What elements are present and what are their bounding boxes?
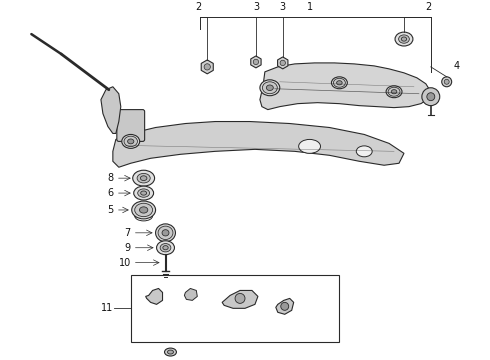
Ellipse shape — [124, 136, 137, 147]
Circle shape — [281, 302, 289, 310]
Ellipse shape — [401, 37, 407, 41]
Ellipse shape — [398, 35, 409, 43]
Ellipse shape — [134, 186, 153, 200]
Text: 2: 2 — [426, 2, 432, 12]
Ellipse shape — [157, 241, 174, 255]
Ellipse shape — [299, 139, 320, 153]
Ellipse shape — [337, 81, 342, 85]
Ellipse shape — [141, 191, 147, 195]
Polygon shape — [101, 87, 121, 134]
Polygon shape — [146, 288, 163, 304]
Ellipse shape — [163, 246, 168, 250]
Ellipse shape — [262, 82, 277, 94]
Polygon shape — [276, 298, 294, 314]
Text: 8: 8 — [108, 173, 114, 183]
Ellipse shape — [140, 176, 147, 181]
Text: 11: 11 — [100, 303, 113, 313]
Circle shape — [204, 64, 210, 70]
Ellipse shape — [165, 348, 176, 356]
Polygon shape — [201, 60, 213, 74]
Polygon shape — [260, 63, 431, 109]
Polygon shape — [251, 56, 261, 68]
Ellipse shape — [267, 85, 273, 90]
Ellipse shape — [132, 201, 156, 219]
Circle shape — [280, 60, 286, 66]
Ellipse shape — [331, 77, 347, 89]
Circle shape — [442, 77, 452, 87]
Ellipse shape — [135, 203, 152, 217]
Text: 1: 1 — [307, 2, 313, 12]
Ellipse shape — [162, 230, 169, 236]
Text: 10: 10 — [119, 258, 131, 267]
Text: 4: 4 — [454, 61, 460, 71]
Ellipse shape — [168, 350, 173, 354]
Ellipse shape — [138, 189, 149, 197]
Circle shape — [444, 79, 449, 84]
Ellipse shape — [333, 78, 345, 87]
Text: 5: 5 — [108, 205, 114, 215]
Polygon shape — [113, 122, 404, 167]
Text: 2: 2 — [195, 2, 201, 12]
Ellipse shape — [388, 87, 400, 96]
Ellipse shape — [391, 90, 397, 94]
Text: 3: 3 — [280, 2, 286, 12]
Ellipse shape — [158, 226, 173, 239]
Circle shape — [422, 88, 440, 105]
Ellipse shape — [395, 32, 413, 46]
FancyBboxPatch shape — [117, 109, 145, 141]
Text: 3: 3 — [253, 2, 259, 12]
Ellipse shape — [356, 146, 372, 157]
Ellipse shape — [137, 174, 150, 183]
Circle shape — [427, 93, 435, 101]
Bar — [131, 275, 340, 342]
Polygon shape — [184, 288, 197, 300]
Text: 7: 7 — [124, 228, 131, 238]
Circle shape — [253, 59, 259, 64]
Text: 6: 6 — [108, 188, 114, 198]
Polygon shape — [222, 291, 258, 308]
Ellipse shape — [140, 207, 148, 213]
Ellipse shape — [133, 170, 154, 186]
Text: 9: 9 — [124, 243, 131, 253]
Ellipse shape — [156, 224, 175, 242]
Polygon shape — [278, 57, 288, 69]
Circle shape — [235, 293, 245, 303]
Ellipse shape — [160, 244, 171, 252]
Ellipse shape — [127, 139, 134, 144]
Ellipse shape — [122, 134, 140, 148]
Ellipse shape — [260, 80, 280, 96]
Ellipse shape — [386, 86, 402, 98]
